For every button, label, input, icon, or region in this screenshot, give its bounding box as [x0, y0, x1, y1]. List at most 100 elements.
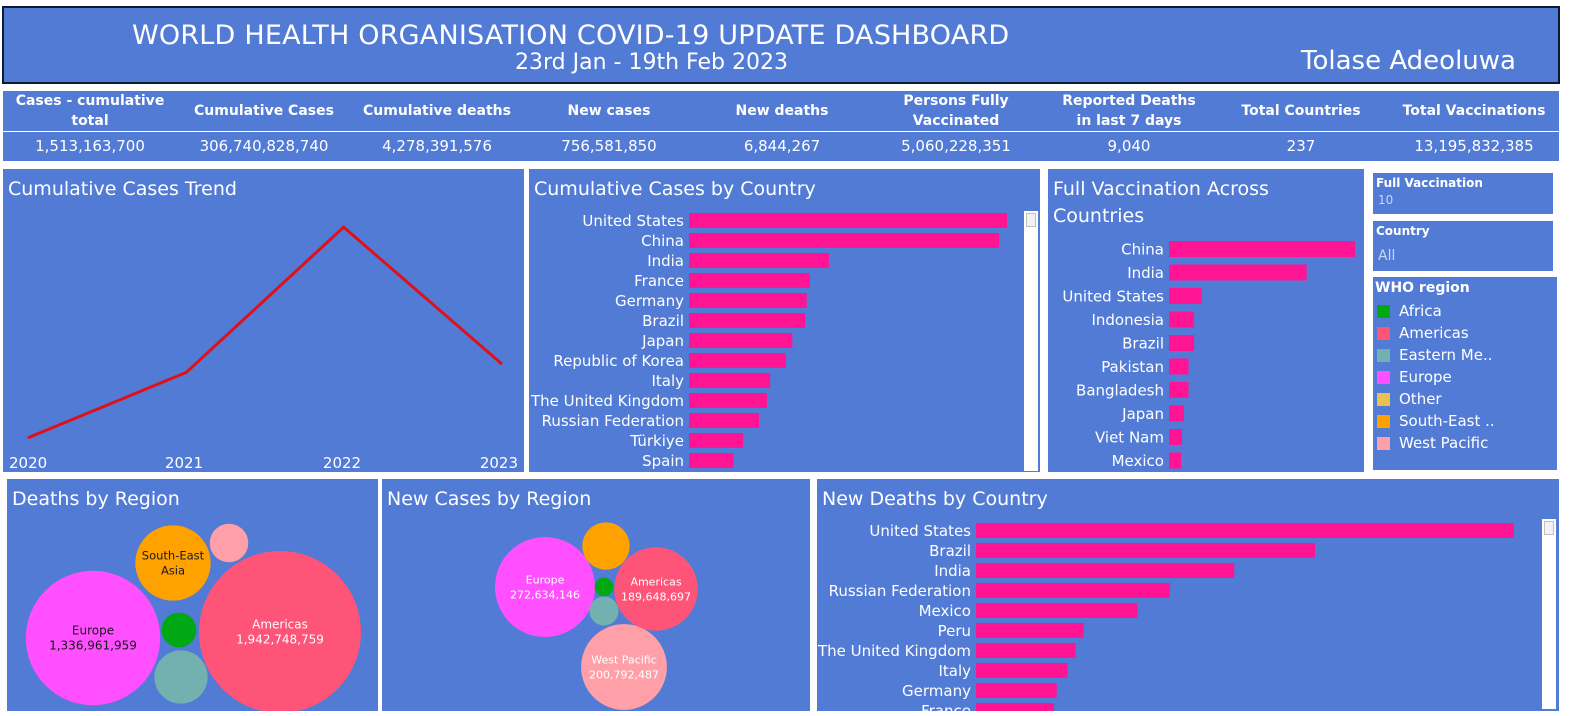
new-deaths-scrollbar[interactable]	[1542, 519, 1556, 709]
kpi-label: New deaths	[695, 91, 869, 131]
bubble-label: 272,634,146	[510, 589, 580, 602]
kpi-label-text: New deaths	[735, 103, 829, 119]
region-bubble[interactable]	[135, 525, 211, 601]
bar[interactable]	[689, 453, 734, 468]
bar[interactable]	[1169, 382, 1189, 398]
bar[interactable]	[976, 703, 1055, 711]
bar[interactable]	[689, 413, 759, 428]
full-vaccination-chart[interactable]: China India United States Indonesia Brazil Pa…	[1048, 235, 1364, 475]
kpi-column: Total Countries 237	[1215, 91, 1387, 163]
bar[interactable]	[689, 353, 786, 368]
bar[interactable]	[976, 523, 1514, 538]
legend-item[interactable]: Americas	[1377, 323, 1469, 343]
new-deaths-chart[interactable]: United States Brazil India Russian Federati…	[817, 519, 1539, 711]
legend-item[interactable]: Other	[1377, 389, 1442, 409]
legend-item[interactable]: South-East ..	[1377, 411, 1495, 431]
bar[interactable]	[689, 333, 793, 348]
trend-chart[interactable]: 2020 2021 2022 2023	[3, 169, 524, 472]
kpi-column: New deaths 6,844,267	[695, 91, 869, 163]
region-bubble[interactable]	[589, 596, 619, 626]
bar-category-label: France	[634, 272, 684, 290]
legend-item[interactable]: West Pacific	[1377, 433, 1488, 453]
new-cases-by-region-chart[interactable]: Europe 272,634,146 West Pacific 200,792,487…	[382, 479, 810, 711]
trend-x-tick-label: 2020	[9, 454, 47, 472]
bar[interactable]	[689, 393, 767, 408]
legend-label: Eastern Me..	[1399, 346, 1493, 364]
new-deaths-scroll-thumb[interactable]	[1544, 521, 1554, 535]
region-bubble[interactable]	[495, 537, 595, 637]
bar-category-label: Japan	[641, 332, 684, 350]
legend-item[interactable]: Europe	[1377, 367, 1452, 387]
bar[interactable]	[976, 543, 1315, 558]
bar[interactable]	[689, 273, 810, 288]
bar[interactable]	[976, 643, 1076, 658]
region-bubble[interactable]	[199, 551, 361, 711]
cases-scroll-thumb[interactable]	[1026, 213, 1036, 227]
bar[interactable]	[1169, 429, 1183, 445]
region-bubble[interactable]	[614, 547, 698, 631]
region-bubble[interactable]	[581, 624, 667, 710]
legend-label: West Pacific	[1399, 434, 1489, 452]
country-filter[interactable]: Country All	[1372, 220, 1554, 272]
bar[interactable]	[1169, 264, 1307, 281]
kpi-label-text: Total Vaccinations	[1402, 103, 1546, 119]
bar[interactable]	[689, 373, 771, 388]
bubble-label: Europe	[72, 624, 114, 638]
kpi-column: Reported Deaths in last 7 days 9,040	[1043, 91, 1215, 163]
bar-category-label: Spain	[642, 452, 684, 470]
region-bubble[interactable]	[161, 612, 197, 648]
bar[interactable]	[1169, 241, 1355, 257]
bubble-label: Asia	[161, 564, 185, 578]
region-bubble[interactable]	[25, 570, 161, 706]
bar-category-label: Russian Federation	[542, 412, 684, 430]
bar[interactable]	[689, 293, 807, 308]
bar[interactable]	[1169, 311, 1195, 328]
cases-scrollbar[interactable]	[1024, 211, 1038, 471]
trend-title: Cumulative Cases Trend	[8, 178, 237, 200]
bar[interactable]	[976, 583, 1170, 598]
legend-item[interactable]: Africa	[1377, 301, 1442, 321]
region-bubble[interactable]	[209, 523, 249, 563]
trend-point[interactable]	[342, 225, 346, 229]
bar[interactable]	[1169, 452, 1182, 469]
trend-point[interactable]	[27, 435, 31, 439]
full-vaccination-filter-value[interactable]: 10	[1378, 193, 1394, 207]
trend-point[interactable]	[184, 370, 188, 374]
legend-item[interactable]: Eastern Me..	[1377, 345, 1492, 365]
bar[interactable]	[976, 563, 1235, 578]
bar[interactable]	[689, 213, 1007, 228]
legend-swatch	[1377, 304, 1390, 318]
bar[interactable]	[689, 233, 1000, 248]
bubble-label: 189,648,697	[621, 591, 691, 604]
region-bubble[interactable]	[582, 522, 630, 570]
bar[interactable]	[976, 683, 1057, 698]
country-filter-value[interactable]: All	[1378, 248, 1396, 264]
bar[interactable]	[976, 663, 1068, 678]
bar[interactable]	[689, 313, 806, 328]
bar[interactable]	[1169, 335, 1195, 351]
kpi-label: Total Vaccinations	[1387, 91, 1561, 131]
bar-category-label: Bangladesh	[1076, 382, 1164, 400]
bubble-label: Americas	[252, 618, 308, 632]
cases-by-country-title: Cumulative Cases by Country	[534, 178, 816, 200]
trend-point[interactable]	[499, 361, 503, 365]
kpi-value: 4,278,391,576	[382, 137, 492, 155]
bar[interactable]	[1169, 288, 1202, 304]
deaths-by-region-title: Deaths by Region	[12, 488, 180, 510]
bar[interactable]	[689, 253, 829, 268]
bar[interactable]	[976, 603, 1138, 618]
trend-line[interactable]	[28, 225, 502, 439]
bar[interactable]	[1169, 405, 1184, 422]
kpi-value: 306,740,828,740	[199, 137, 329, 155]
cases-by-country-chart[interactable]: United States China India France Germany Braz…	[529, 209, 1019, 471]
bar-category-label: Japan	[1121, 405, 1164, 423]
region-bubble[interactable]	[594, 577, 614, 597]
kpi-label: New cases	[523, 91, 695, 131]
full-vaccination-filter[interactable]: Full Vaccination 10	[1372, 172, 1554, 215]
bubble-label: 200,792,487	[589, 669, 659, 682]
bar[interactable]	[976, 623, 1084, 638]
bar[interactable]	[1169, 358, 1189, 375]
region-bubble[interactable]	[154, 650, 208, 704]
bar[interactable]	[689, 433, 744, 448]
